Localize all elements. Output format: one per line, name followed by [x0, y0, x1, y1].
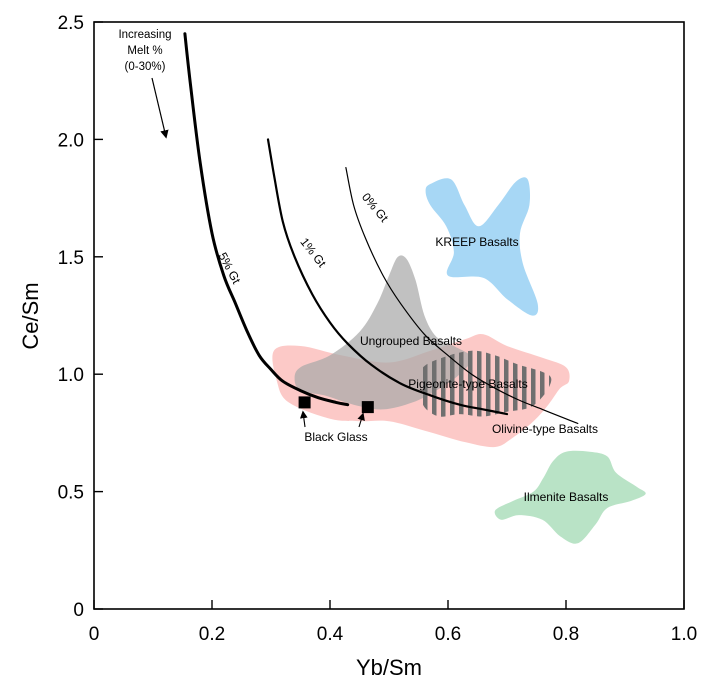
curve-0-gt [345, 167, 579, 425]
x-axis-title: Yb/Sm [356, 655, 422, 680]
black-glass-arrow-2 [357, 412, 365, 428]
plot-frame [93, 21, 685, 610]
x-tick-label: 0.4 [317, 624, 344, 645]
region-ilmenite-basalts [494, 450, 646, 544]
x-tick-label: 0.6 [435, 624, 461, 645]
marker-black-glass-1 [298, 396, 311, 409]
x-tick-label: 0.8 [553, 624, 579, 645]
melt-note-line-2: Melt % [127, 45, 162, 57]
x-tick-label: 0.2 [199, 624, 225, 645]
black-glass-arrow-1 [299, 410, 308, 428]
curve-label-1-gt: 1% Gt [297, 235, 329, 270]
y-tick-label: 1.5 [58, 248, 84, 269]
label-black-glass: Black Glass [304, 430, 367, 444]
x-tick-label: 0 [89, 624, 100, 645]
y-tick-label: 0.5 [58, 483, 84, 504]
curve-label-0-gt: 0% Gt [359, 190, 392, 225]
marker-black-glass-2 [361, 401, 374, 414]
curve-layer [183, 32, 579, 425]
x-axis: 0 0.2 0.4 0.6 0.8 1.0 [89, 600, 697, 645]
region-kreep-basalts [425, 177, 539, 316]
y-tick-label: 1.0 [58, 365, 84, 386]
y-tick-label: 0 [73, 600, 84, 621]
melt-arrow [151, 77, 169, 139]
curve-5-gt [183, 32, 350, 407]
melt-note-line-3: (0-30%) [125, 61, 166, 73]
curve-label-5-gt: 5% Gt [216, 250, 244, 287]
melt-note-line-1: Increasing [118, 29, 171, 41]
label-olivine-basalts: Olivine-type Basalts [492, 422, 598, 436]
y-tick-label: 2.0 [58, 130, 84, 151]
label-pigeonite-basalts: Pigeonite-type Basalts [408, 377, 527, 391]
y-tick-label: 2.5 [58, 13, 84, 34]
y-axis: 0 0.5 1.0 1.5 2.0 2.5 [58, 13, 103, 621]
curve-1-gt [266, 138, 509, 416]
label-ungrouped-basalts: Ungrouped Basalts [360, 334, 462, 348]
label-ilmenite-basalts: Ilmenite Basalts [524, 490, 609, 504]
region-layer [272, 177, 646, 544]
y-axis-title: Ce/Sm [18, 282, 43, 349]
x-tick-label: 1.0 [671, 624, 697, 645]
increasing-melt-note: Increasing Melt % (0-30%) [118, 29, 172, 139]
label-kreep-basalts: KREEP Basalts [435, 235, 518, 249]
marker-layer [298, 396, 374, 414]
